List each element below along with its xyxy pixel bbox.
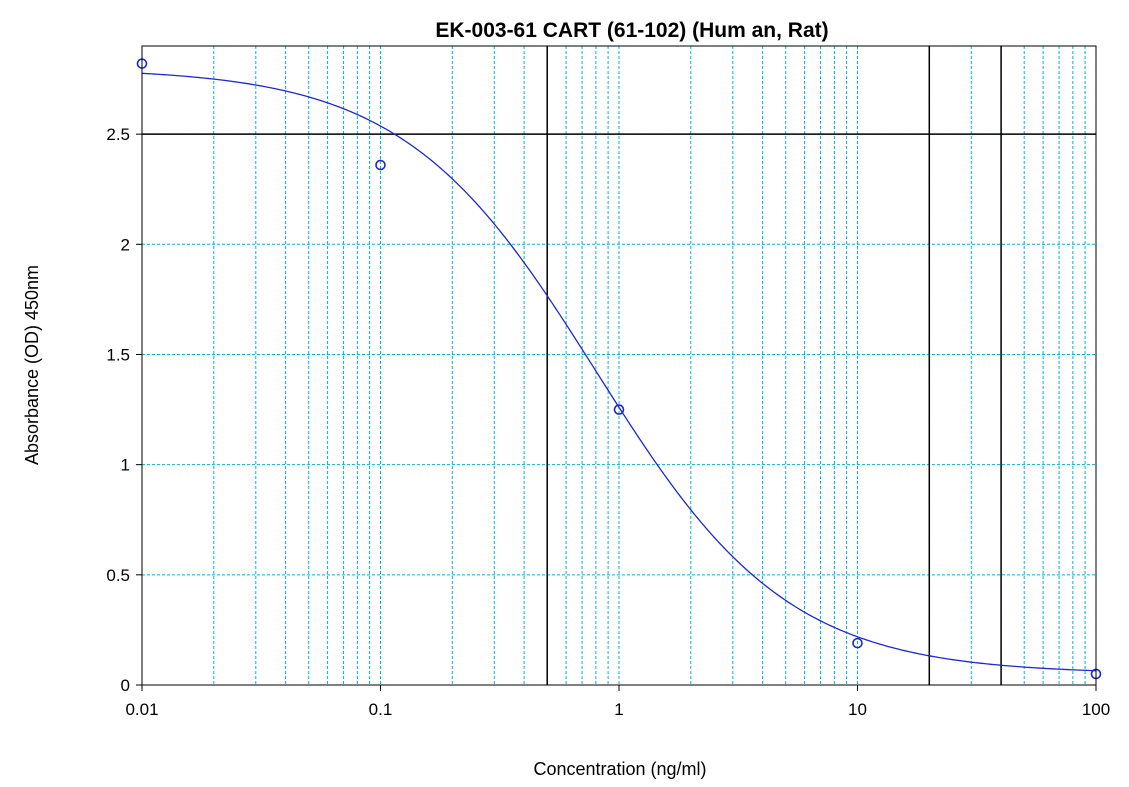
x-tick-label: 0.1 bbox=[369, 700, 393, 719]
fitted-curve-layer bbox=[141, 72, 1097, 672]
y-tick-label: 1.5 bbox=[106, 345, 130, 364]
y-tick-label: 1 bbox=[121, 456, 130, 475]
y-tick-label: 0.5 bbox=[106, 566, 130, 585]
reference-lines bbox=[142, 46, 1096, 685]
data-point bbox=[375, 159, 386, 171]
y-tick-label: 2 bbox=[121, 235, 130, 254]
axis-ticks: 0.01 0.1 1 10 100 0 0.5 1 1.5 2 2.5 bbox=[106, 125, 1110, 719]
chart-title: EK-003-61 CART (61-102) (Hum an, Rat) bbox=[435, 19, 828, 42]
x-axis-title: Concentration (ng/ml) bbox=[533, 759, 706, 779]
fitted-curve bbox=[141, 72, 1097, 672]
data-point bbox=[852, 637, 863, 649]
y-axis-title: Absorbance (OD) 450nm bbox=[22, 265, 42, 465]
x-tick-label: 0.01 bbox=[125, 700, 158, 719]
x-tick-label: 10 bbox=[848, 700, 867, 719]
y-tick-label: 0 bbox=[121, 676, 130, 695]
x-tick-label: 100 bbox=[1082, 700, 1110, 719]
data-point bbox=[613, 404, 625, 415]
y-tick-label: 2.5 bbox=[106, 125, 130, 144]
x-tick-label: 1 bbox=[614, 700, 623, 719]
